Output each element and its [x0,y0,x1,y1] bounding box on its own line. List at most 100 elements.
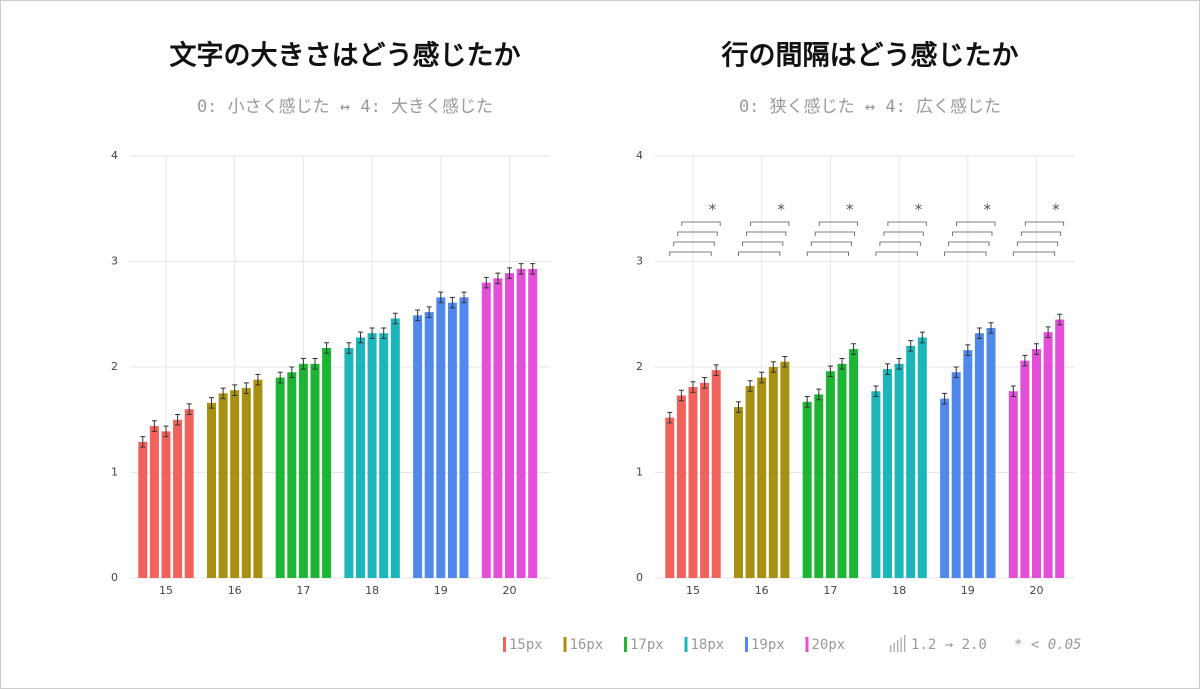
x-tick-label: 15 [159,584,173,597]
bar [665,417,675,578]
bar [379,333,389,578]
bar [802,401,812,578]
bar [940,398,950,578]
bar [688,387,698,578]
bar [906,345,916,578]
error-bar [255,373,261,386]
bar [356,337,365,578]
error-bar [908,340,914,352]
error-bar [530,263,536,275]
y-tick-label: 0 [636,571,643,584]
legend-range: 1.2 → 2.0 [911,637,987,653]
legend-label: 16px [570,637,604,653]
error-bar [140,436,146,448]
bar [917,337,927,578]
error-bar [495,272,501,285]
error-bar [220,387,226,400]
y-tick-label: 2 [111,360,118,373]
error-bar [346,342,352,354]
bar [310,363,320,578]
bar [1008,391,1018,578]
legend-significance: * < 0.05 [1014,637,1081,653]
error-bar [782,355,788,368]
bar [413,315,423,578]
error-bar [426,306,432,318]
error-bar [186,403,192,415]
error-bar [667,411,673,424]
significance-label: * [983,201,991,219]
error-bar [1022,354,1028,367]
error-bar [1010,385,1016,398]
bar [974,333,984,578]
significance-label: * [709,201,717,219]
error-bar [702,377,708,389]
error-bar [988,322,994,334]
error-bar [919,331,925,344]
bar [894,363,904,578]
bar [951,372,961,578]
error-bar [839,358,845,370]
error-bar [232,384,238,396]
bar [883,369,892,578]
x-tick-label: 20 [1030,584,1044,597]
error-bar [816,388,822,401]
bar [253,379,263,578]
bar [871,391,881,578]
bar [825,371,835,578]
error-bar [483,276,489,289]
legend-swatch [624,637,627,652]
error-bar [885,363,890,375]
bar [149,426,159,578]
bar [814,394,824,578]
bar [241,388,251,578]
bar [1032,349,1041,578]
bar [298,363,308,578]
bar [986,327,996,578]
significance-bracket [818,221,858,226]
bar [161,431,171,578]
significance-bracket [681,221,721,226]
bar [528,268,538,578]
error-bar [381,327,387,340]
error-bar [953,366,959,379]
chart-subtitle: 0: 狭く感じた ↔ 4: 広く感じた [739,97,1001,117]
bar [676,395,686,578]
error-bar [1057,313,1063,326]
bar [745,385,755,578]
significance-bracket [669,251,712,256]
bar [1055,319,1065,578]
y-tick-label: 3 [111,255,118,268]
error-bar [324,342,330,354]
legend-swatch [503,637,506,652]
legend-range-icon [890,645,892,652]
error-bar [976,327,982,340]
error-bar [358,331,363,344]
error-bar [759,371,765,384]
error-bar [942,392,948,405]
significance-bracket [1016,241,1059,246]
bar [184,409,194,578]
bar [963,350,973,578]
error-bar [747,380,753,392]
y-tick-label: 1 [636,466,643,479]
legend-label: 20px [812,637,846,653]
significance-bracket [810,241,852,246]
bar [322,348,332,578]
y-tick-label: 4 [111,149,118,162]
error-bar [438,291,444,304]
error-bar [896,358,902,370]
bar [734,407,743,578]
x-tick-label: 16 [755,584,769,597]
error-bar [461,291,467,304]
error-bar [1045,326,1051,338]
y-tick-label: 3 [636,255,643,268]
bar [516,268,526,578]
error-bar [827,365,833,377]
legend-range-icon [893,642,895,652]
error-bar [518,263,524,275]
significance-label: * [915,201,923,219]
y-tick-label: 0 [111,571,118,584]
significance-bracket [944,251,987,256]
significance-bracket [677,231,718,236]
bar [849,349,859,578]
